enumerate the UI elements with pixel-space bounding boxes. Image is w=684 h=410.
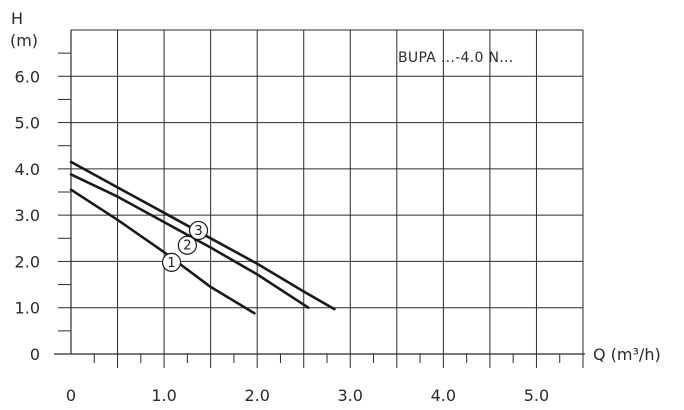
chart-axes (54, 30, 585, 355)
model-annotation: BUPA ...-4.0 N... (398, 50, 513, 66)
x-tick-label: 3.0 (338, 386, 363, 405)
y-axis-unit: (m) (10, 31, 38, 50)
pump-curve-2 (69, 173, 310, 310)
x-axis-title: Q (m³/h) (593, 345, 661, 364)
x-tick-label: 4.0 (431, 386, 456, 405)
y-tick-label: 0 (30, 345, 40, 364)
x-tick-label: 1.0 (151, 386, 176, 405)
curve-label-number: 2 (183, 239, 191, 254)
y-tick-label: 3.0 (15, 206, 40, 225)
pump-curves (69, 160, 336, 315)
x-tick-label: 5.0 (524, 386, 549, 405)
curve-label-2: 2 (177, 235, 197, 255)
curve-label-1: 1 (161, 252, 182, 272)
curve-label-circle (161, 252, 182, 272)
pump-curve-1 (69, 188, 256, 315)
x-tick-label: 2.0 (244, 386, 269, 405)
y-tick-label: 2.0 (15, 252, 40, 271)
y-tick-label: 6.0 (15, 67, 40, 86)
y-tick-label: 5.0 (15, 114, 40, 133)
curve-label-number: 1 (167, 256, 175, 271)
curve-label-3: 3 (188, 220, 209, 241)
curve-labels: 123 (161, 220, 209, 272)
pump-curve-3 (69, 160, 336, 311)
y-axis-title: H (11, 9, 23, 28)
y-tick-label: 4.0 (15, 160, 40, 179)
chart-grid (71, 29, 584, 354)
curve-label-circle (177, 235, 197, 255)
x-axis-ticks: 0 1.0 2.0 3.0 4.0 5.0 (66, 354, 584, 405)
y-tick-label: 1.0 (15, 299, 40, 318)
curve-label-number: 3 (194, 224, 202, 239)
x-tick-label: 0 (66, 386, 76, 405)
curve-label-circle (188, 220, 209, 241)
y-axis-ticks: 0 1.0 2.0 3.0 4.0 5.0 6.0 (15, 52, 71, 364)
